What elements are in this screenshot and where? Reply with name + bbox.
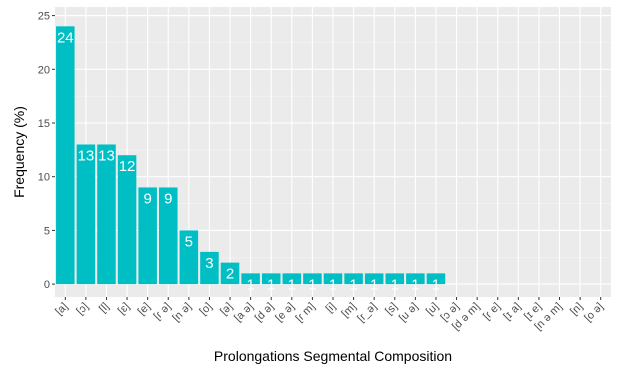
bar <box>158 187 178 285</box>
bar-value-label: 1 <box>288 276 296 293</box>
y-axis-title: Frequency (%) <box>11 106 27 198</box>
bar-value-label: 1 <box>246 276 254 293</box>
bar <box>97 144 116 285</box>
bar-value-label: 1 <box>308 276 316 293</box>
x-tick-label: [i] <box>324 301 339 316</box>
y-tick-label: 5 <box>44 225 50 237</box>
x-tick-label: [e] <box>136 301 153 318</box>
major-gridlines <box>55 7 611 297</box>
y-tick-label: 0 <box>44 279 50 291</box>
bar-value-label: 1 <box>267 276 275 293</box>
bar <box>364 273 384 285</box>
bar-value-label: 24 <box>57 29 74 46</box>
bar <box>344 273 363 285</box>
x-tick-label: [d ə] <box>253 301 277 325</box>
x-tick-label: [ɔ] <box>74 301 91 318</box>
y-tick-label: 25 <box>38 11 50 23</box>
bar-value-label: 1 <box>329 276 337 293</box>
bar-value-label: 1 <box>391 276 399 293</box>
bar-value-label: 2 <box>226 266 234 283</box>
bar-value-label: 9 <box>143 190 151 207</box>
bar <box>385 273 405 285</box>
y-tick-label: 15 <box>38 118 50 130</box>
y-tick-label: 10 <box>38 172 50 184</box>
x-axis-title: Prolongations Segmental Composition <box>214 348 452 364</box>
x-tick-label: [a ə] <box>232 301 256 325</box>
x-tick-label: [ɪ a] <box>501 301 523 323</box>
x-tick-label: [a] <box>53 301 70 318</box>
bar <box>179 230 199 285</box>
bar <box>117 155 137 285</box>
x-tick-label: [u ə] <box>397 301 421 325</box>
x-tick-label: [e ə] <box>273 301 297 325</box>
bar <box>406 273 425 285</box>
x-tick-label: [o ə] <box>582 301 606 325</box>
bar <box>56 26 75 285</box>
y-tick-label: 20 <box>38 64 50 76</box>
bar-value-label: 1 <box>349 276 357 293</box>
bar-value-label: 13 <box>78 147 95 164</box>
x-tick-label: [r_ə] <box>355 301 379 325</box>
bar-value-label: 1 <box>411 276 419 293</box>
x-tick-label: [ɾ e] <box>481 301 503 323</box>
bar <box>241 273 260 285</box>
bar <box>426 273 446 285</box>
x-axis: [a] [ɔ] [l] [ɛ] [e][ɾ ə][n ə] [o] [ə][a ə][d ə… <box>53 297 606 333</box>
x-tick-label: [o] <box>197 301 214 318</box>
y-axis: 0 5 10 15 20 25 <box>38 11 55 291</box>
bar <box>76 144 96 285</box>
bar-value-label: 3 <box>205 255 213 272</box>
bar-value-label: 1 <box>370 276 378 293</box>
bar <box>220 262 240 285</box>
x-tick-label: [l] <box>97 301 112 316</box>
bar <box>303 273 322 285</box>
bar-value-label: 1 <box>432 276 440 293</box>
x-tick-label: [ɾ ə] <box>151 301 173 323</box>
bars <box>56 26 446 285</box>
x-tick-label: [ɛ] <box>116 301 132 317</box>
bar <box>282 273 302 285</box>
bar <box>261 273 281 285</box>
bar-value-label: 5 <box>185 233 193 250</box>
x-tick-label: [ɾ m] <box>293 301 317 325</box>
bar-value-label: 12 <box>119 158 136 175</box>
x-tick-label: [n ə] <box>170 301 194 325</box>
bar <box>138 187 157 285</box>
bar-value-label: 13 <box>98 147 115 164</box>
bar <box>323 273 343 285</box>
bar-value-label: 9 <box>164 190 172 207</box>
bar <box>200 251 219 285</box>
